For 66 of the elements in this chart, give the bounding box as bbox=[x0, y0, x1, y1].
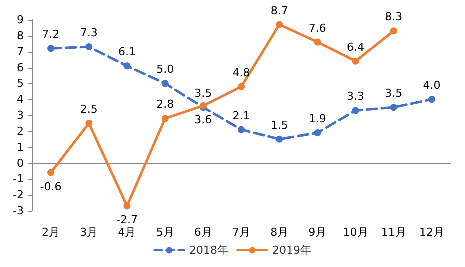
data-label: 4.0 bbox=[423, 79, 441, 92]
data-label: 1.5 bbox=[270, 118, 288, 132]
point bbox=[276, 136, 284, 143]
point bbox=[124, 202, 131, 210]
x-tick-label: 3月 bbox=[80, 226, 98, 239]
point bbox=[162, 80, 169, 88]
point bbox=[352, 107, 360, 114]
y-tick-label: 3 bbox=[17, 109, 24, 122]
data-label: -0.6 bbox=[40, 180, 62, 194]
x-tick-label: 7月 bbox=[232, 226, 250, 239]
data-label: 5.0 bbox=[156, 63, 174, 76]
y-tick-label: 0 bbox=[17, 156, 24, 170]
point bbox=[48, 169, 55, 176]
y-tick-label: 9 bbox=[17, 14, 24, 26]
data-label: 2.8 bbox=[156, 98, 174, 112]
point bbox=[428, 96, 436, 104]
data-label: 3.5 bbox=[385, 87, 403, 100]
x-tick-label: 10月 bbox=[343, 226, 368, 239]
point bbox=[276, 21, 284, 28]
y-tick-label: 2 bbox=[17, 124, 24, 138]
data-label: 7.3 bbox=[80, 26, 98, 40]
y-tick-label: 4 bbox=[17, 93, 24, 106]
data-label: 6.1 bbox=[118, 46, 136, 59]
y-tick-label: -2 bbox=[13, 188, 24, 202]
legend-label: 2018年 bbox=[190, 244, 229, 257]
point bbox=[162, 115, 169, 122]
y-tick-label: 8 bbox=[17, 29, 24, 42]
point bbox=[86, 120, 93, 127]
legend-label: 2019年 bbox=[272, 244, 312, 257]
data-label: 4.8 bbox=[232, 66, 250, 80]
data-label: 7.2 bbox=[42, 28, 60, 42]
data-label: 7.6 bbox=[308, 22, 326, 35]
point bbox=[390, 104, 398, 112]
point bbox=[238, 126, 245, 134]
y-tick-label: -3 bbox=[13, 204, 24, 218]
y-tick-label: 6 bbox=[17, 61, 24, 74]
point bbox=[86, 44, 93, 51]
y-tick-label: 7 bbox=[17, 45, 24, 58]
data-label: -2.7 bbox=[116, 214, 138, 227]
x-tick-label: 2月 bbox=[42, 226, 60, 239]
y-tick-label: 5 bbox=[17, 77, 24, 90]
data-label: 1.9 bbox=[308, 112, 326, 126]
x-tick-label: 6月 bbox=[194, 226, 212, 239]
point bbox=[238, 83, 245, 90]
x-tick-label: 9月 bbox=[308, 226, 327, 239]
point bbox=[48, 45, 55, 52]
data-label: 2.5 bbox=[80, 102, 98, 116]
data-label: 8.3 bbox=[385, 10, 403, 24]
point bbox=[390, 28, 398, 35]
x-tick-label: 12月 bbox=[419, 226, 444, 239]
y-tick-label: 1 bbox=[17, 140, 24, 154]
data-label: 3.6 bbox=[194, 113, 212, 126]
x-tick-label: 11月 bbox=[381, 226, 406, 239]
data-label: 8.7 bbox=[270, 4, 288, 18]
data-label: 3.3 bbox=[347, 90, 365, 104]
x-tick-label: 8月 bbox=[270, 226, 289, 239]
point bbox=[124, 62, 131, 70]
point bbox=[314, 130, 322, 137]
point bbox=[314, 38, 322, 46]
y-tick-label: -1 bbox=[13, 172, 24, 186]
data-label: 3.5 bbox=[194, 87, 212, 100]
data-label: 6.4 bbox=[347, 40, 365, 54]
point bbox=[352, 58, 360, 65]
x-tick-label: 5月 bbox=[156, 226, 174, 239]
data-label: 2.1 bbox=[232, 109, 250, 122]
x-tick-label: 4月 bbox=[118, 226, 136, 239]
